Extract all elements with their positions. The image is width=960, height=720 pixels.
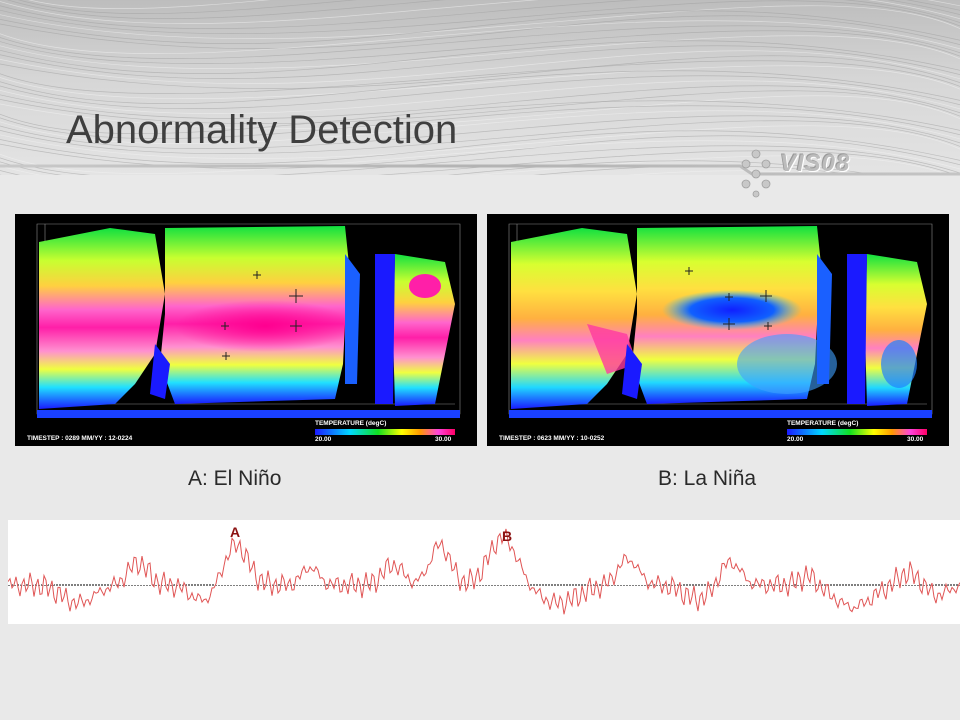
swirl-line: [0, 110, 960, 144]
swirl-line: [0, 0, 960, 24]
anomaly-series-plot: [8, 528, 960, 615]
swirl-line: [0, 70, 960, 104]
slide-title: Abnormality Detection: [66, 108, 458, 152]
swirl-line: [0, 10, 960, 44]
colorbar: [315, 429, 455, 435]
swirl-line: [0, 95, 960, 129]
swirl-line: [0, 105, 960, 139]
swirl-line: [0, 140, 960, 174]
swirl-line: [0, 0, 960, 29]
swirl-line: [0, 20, 960, 54]
swirl-line: [0, 40, 960, 74]
colorbar-title: TEMPERATURE (degC): [787, 420, 859, 427]
marker-b-label: B: [502, 528, 513, 544]
colorbar-max: 30.00: [907, 436, 924, 443]
caption-la-nina: B: La Niña: [658, 467, 757, 490]
colorbar-title: TEMPERATURE (degC): [315, 420, 387, 427]
visualization-panel-el-nino: TIMESTEP : 0289 MM/YY : 12-0224 TEMPERAT…: [15, 214, 477, 446]
swirl-line: [0, 25, 960, 59]
colorbar: [787, 429, 927, 435]
logo-wordmark: VIS08: [780, 150, 851, 177]
swirl-line: [0, 35, 960, 69]
swirl-line: [0, 65, 960, 99]
vis-logo-icon: [741, 149, 771, 198]
swirl-line: [18, 0, 960, 14]
swirl-line: [0, 100, 960, 134]
swirl-line: [0, 85, 960, 119]
swirl-line: [0, 30, 960, 64]
swirl-line: [0, 55, 960, 89]
colorbar-max: 30.00: [435, 436, 452, 443]
swirl-line: [0, 145, 960, 175]
temperature-field-el-nino: [15, 214, 477, 446]
header-background: [0, 0, 960, 175]
colorbar-min: 20.00: [787, 436, 804, 443]
caption-el-nino: A: El Niño: [188, 467, 282, 490]
marker-a-label: A: [230, 524, 241, 540]
swirl-line: [0, 5, 960, 39]
swirl-line: [28, 0, 960, 9]
swirl-line: [0, 60, 960, 94]
swirl-line: [0, 155, 950, 175]
swirl-line: [0, 130, 960, 164]
temperature-field-la-nina: [487, 214, 949, 446]
swirl-line: [0, 15, 960, 49]
swirl-line: [0, 45, 960, 79]
swirl-line: [0, 115, 960, 149]
swirl-line: [0, 50, 960, 84]
anomaly-line: [8, 528, 960, 615]
anomaly-time-series: A B: [8, 520, 960, 624]
swirl-line: [7, 0, 960, 19]
swirl-line: [0, 125, 960, 159]
decorative-swirls: [0, 0, 960, 175]
swirl-line: [0, 120, 960, 154]
crosshair-markers: [685, 267, 772, 330]
swirl-line: [0, 75, 960, 109]
colorbar-min: 20.00: [315, 436, 332, 443]
swirl-line: [0, 80, 960, 114]
timestep-label: TIMESTEP : 0623 MM/YY : 10-0252: [499, 435, 605, 442]
swirl-line: [0, 90, 960, 124]
crosshair-markers: [221, 271, 303, 360]
visualization-panel-la-nina: TIMESTEP : 0623 MM/YY : 10-0252 TEMPERAT…: [487, 214, 949, 446]
swirl-line: [0, 160, 880, 175]
timestep-label: TIMESTEP : 0289 MM/YY : 12-0224: [27, 435, 133, 442]
swirl-line: [0, 165, 859, 175]
header-divider: [0, 164, 960, 176]
swirl-line: [0, 0, 960, 34]
